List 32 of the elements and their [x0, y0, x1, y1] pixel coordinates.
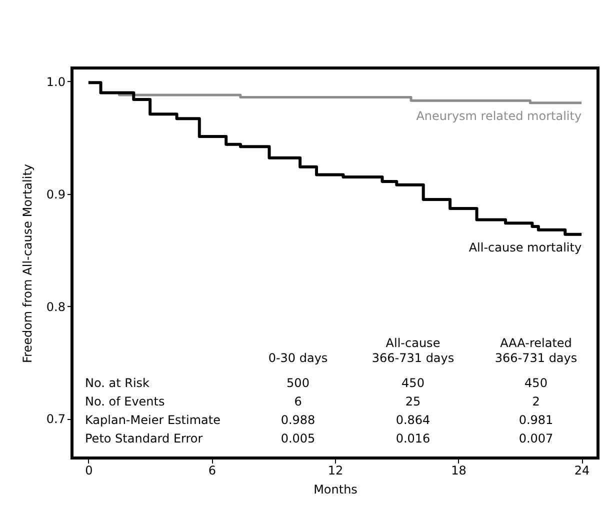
- annotation: 0.981: [518, 413, 554, 427]
- annotation: No. of Events: [85, 394, 165, 408]
- annotation: 0.864: [396, 413, 430, 427]
- y-tick-label: 0.8: [46, 300, 66, 314]
- annotation: 500: [286, 376, 310, 390]
- annotation: 450: [524, 376, 548, 390]
- annotation: 0.016: [396, 432, 430, 446]
- x-axis-title: Months: [314, 482, 358, 496]
- annotation: 0-30 days: [268, 351, 328, 365]
- annotation: 25: [405, 394, 421, 408]
- annotation: 0.005: [280, 432, 316, 446]
- y-axis-title: Freedom from All-cause Mortality: [20, 164, 34, 364]
- annotation: 6: [294, 394, 302, 408]
- y-tick-label: 1.0: [46, 74, 66, 89]
- annotation: No. at Risk: [85, 376, 150, 390]
- annotation: 450: [402, 376, 424, 390]
- annotation: 0.988: [280, 413, 316, 427]
- annotation: AAA-related 366-731 days: [494, 336, 578, 365]
- y-tick-label: 0.7: [46, 412, 66, 426]
- series-label: Aneurysm related mortality: [416, 108, 582, 123]
- x-tick-label: 18: [451, 464, 466, 478]
- x-tick-label: 12: [328, 464, 344, 478]
- x-tick-label: 6: [208, 464, 216, 478]
- y-tick-label: 0.9: [46, 187, 66, 202]
- x-tick-label: 24: [574, 464, 590, 478]
- annotation: Kaplan-Meier Estimate: [85, 413, 220, 427]
- series-label: All-cause mortality: [468, 240, 582, 254]
- annotation: 0.007: [518, 432, 554, 446]
- x-tick-label: 0: [85, 464, 93, 478]
- annotation: 2: [532, 394, 540, 408]
- annotation: All-cause 366-731 days: [372, 336, 454, 365]
- annotation: Peto Standard Error: [85, 432, 203, 446]
